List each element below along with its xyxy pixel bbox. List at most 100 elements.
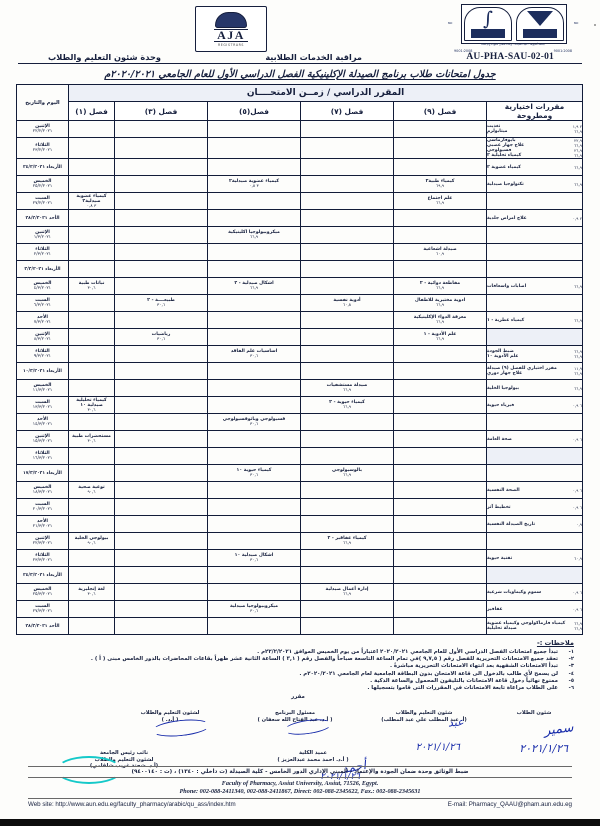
cell-optional-courses [486, 566, 583, 584]
table-header-columns: مقررات اختيارية ومطروحة فصل (٩) فصل (٧) فصل… [16, 101, 583, 121]
cell-optional-courses [486, 328, 583, 346]
note-text: لن يسمح لأي طالب بالدخول الى قاعة الامتح… [299, 670, 558, 677]
footer-website[interactable]: Web site: http://www.aun.edu.eg/faculty_… [28, 801, 236, 808]
cell-f3 [114, 362, 208, 380]
cell-f9: كيمياء طبية٢ ٦٩,٩ [393, 175, 487, 193]
footer-phone-line: Phone: 002-088-2411340, 002-088-2411867,… [179, 788, 421, 795]
cell-date: السبت ٢٧/٣/٢٠٢١ [15, 600, 69, 618]
course-code: ٣ ٠,٨ [249, 183, 259, 189]
email-address: Pharmacy_QAAU@pham.aun.edu.eg [468, 801, 572, 808]
course-name: علم اجتماع [427, 196, 453, 202]
date-value: ١/٣/٢٠٢١ [33, 235, 52, 240]
cell-date: الإثنين ١٥/٣/٢٠٢١ [15, 430, 69, 448]
date-day-name: الخميس [33, 587, 52, 592]
optional-course-item: ٦٦,٩ تكنولوجيا صيدلية [487, 182, 582, 187]
cell-f1 [67, 158, 116, 176]
cell-f3 [114, 158, 208, 176]
optional-course-item: ٢ ٠,٩ علاج امراض جلدية [487, 216, 582, 221]
date-day-name: السبت [35, 502, 50, 507]
cell-f3 [114, 209, 208, 227]
course-code: ٩٠,٦ [87, 489, 96, 495]
cell-f5 [207, 192, 301, 210]
note-item: ١- تبدأ جميع امتحانات الفصل الدراسي الأول… [22, 649, 574, 656]
date-value: ٧/٣/٢٠٢١ [33, 320, 52, 325]
optional-course-code: ٦ ٠,٩ [572, 606, 582, 612]
date-value: ٨/٣/٢٠٢١ [33, 337, 52, 342]
cell-f9: علم اجتماع ٦٦,٩ [393, 192, 487, 210]
cell-optional-courses: ٦٦,٩ كيمياء عطرية - ١ [486, 311, 583, 329]
cell-f3 [114, 498, 208, 516]
cell-optional-courses: ٦ ٠,٩ فيزياء حيوية [486, 396, 583, 414]
cell-f7 [300, 226, 394, 244]
cell-optional-courses: ٠,٩ تاريخ الصيدلة النفسية [486, 515, 583, 533]
date-value: ٢١/٣/٢٠٢١ [32, 524, 53, 529]
cell-f7 [300, 566, 394, 584]
date-value: ٩/٣/٢٠٢١ [33, 354, 52, 359]
table-row: علم الأدوية - ١ ٦٦,٩ رياضيات ٣٠,٦ الإثنين ٨/٣… [15, 328, 583, 346]
optional-course-name: فيزياء حيوية [487, 402, 515, 408]
cell-f1: كيمياء عضوية صيدلية٢ ٣ ٠,٨ [67, 192, 116, 210]
optional-course-item: ٦٦,٩ اصابات واسعافات [487, 284, 582, 289]
cell-optional-courses: ٦ ٠,٩ الصحة النفسية [486, 481, 583, 499]
optional-course-code: ٦٦,٩ [574, 129, 582, 134]
cell-f9 [393, 600, 487, 618]
cell-f3 [114, 515, 208, 533]
cell-optional-courses [486, 447, 583, 465]
date-inline: الأربعاء ١٠/٣/٢٠٢١ [23, 368, 62, 374]
cell-f7: إدارة أعمال صيدلية ٦٦,٩ [300, 583, 394, 601]
date-value: ٦/٣/٢٠٢١ [33, 303, 52, 308]
optional-course-item: ٦٦,٩ كيمياء عضوية ٢ [487, 165, 582, 170]
signature-student-affairs: شئون الطلاب [490, 710, 578, 716]
note-number: ٥- [568, 677, 574, 684]
signature-role: عميد الكلية [298, 750, 328, 757]
cell-optional-courses: ٦٦,٩ تكنولوجيا صيدلية [486, 175, 583, 193]
cell-date: الثلاثاء ٢٣/٣/٢٠٢١ [15, 549, 69, 567]
cell-date: السبت ١٣/٣/٢٠٢١ [15, 396, 69, 414]
course-name: اشكال صيدلية ١٠ [234, 553, 274, 559]
cell-f1 [67, 243, 116, 261]
optional-course-name: بايوفارماسي [487, 138, 516, 143]
course-code: ٣٠,٦ [249, 353, 259, 359]
cell-f7: كيمياء حيوية - ٢ ٦٦,٩ [300, 396, 394, 414]
course-name: نباتات طبية [78, 281, 105, 287]
course-code: ٣٠,٦ [87, 285, 96, 291]
aja-registrars-logo: AJA REGISTRARS [195, 6, 267, 52]
footer-email[interactable]: E-mail: Pharmacy_QAAU@pham.aun.edu.eg [448, 801, 572, 808]
optional-course-name: عقاقير [487, 606, 503, 612]
book-left-base [522, 29, 558, 38]
cell-f1 [67, 137, 116, 159]
cell-optional-courses: ٦٦,٩ كيمياء فارماكولوجي وكيمياء عضوية ٦٦,٩… [486, 617, 583, 635]
cell-f1: نباتات طبية ٣٠,٦ [67, 277, 116, 295]
course-code: ٦٦,٩ [435, 302, 445, 308]
date-day-name: الأحد [37, 315, 48, 320]
course-name: أدوية نفسية [333, 298, 361, 304]
course-code: ٦٦,٩ [249, 285, 259, 291]
dome-icon [215, 11, 247, 28]
cell-f7 [300, 311, 394, 329]
document-header-line: AU-PHA-SAU-02-01 مراقبة الخدمات الطلابية… [18, 52, 582, 64]
cell-f7: صيدلة مستشفيات ٦٦,٩ [300, 379, 394, 397]
column-header-0: مقررات اختيارية ومطروحة [486, 101, 583, 121]
course-code: ٣٠,٦ [87, 591, 96, 597]
date-day-name: الثلاثاء [35, 553, 50, 558]
cell-date: الأحد ٢١/٣/٢٠٢١ [15, 515, 69, 533]
optional-course-item: ٦٠,٩ تقنية حيوية [487, 556, 582, 561]
footer-english-block: Faculty of Pharmacy, Assiut University, … [28, 777, 572, 798]
cell-f5: كيمياء حيوية ١٠ ٣٠,٦ [207, 464, 301, 482]
date-day-name: الثلاثاء [35, 143, 50, 148]
bowl-of-hygieia-icon: ∫ [483, 8, 493, 30]
cell-f9: صيدلة اشعاعية ٦٠,٩ [393, 243, 487, 261]
signature-dean: عميد الكلية ( أ.د. احمد محمد عبدالعزيز ) [258, 750, 368, 763]
document-code: AU-PHA-SAU-02-01 [466, 52, 554, 62]
note-text: تعقد جميع الامتحانات التحريرية للفصل رقم… [90, 656, 558, 663]
cell-f5: ميكروبيولوجيا صيدلية ٣٠,٦ [207, 600, 301, 618]
cell-date: السبت ٢٠/٣/٢٠٢١ [15, 498, 69, 516]
cell-f5 [207, 617, 301, 635]
course-name: صيدلة مستشفيات [326, 383, 368, 389]
date-value: ٢٥/٣/٢٠٢١ [32, 592, 53, 597]
cell-optional-courses: ٢ ٠,٩ علاج امراض جلدية [486, 209, 583, 227]
cell-f5 [207, 430, 301, 448]
note-text: تبدأ الامتحانات الشفهية بعد انتهاء الامت… [389, 663, 558, 670]
optional-course-code: ٦٦,٩ [574, 626, 582, 631]
cell-f7 [300, 430, 394, 448]
